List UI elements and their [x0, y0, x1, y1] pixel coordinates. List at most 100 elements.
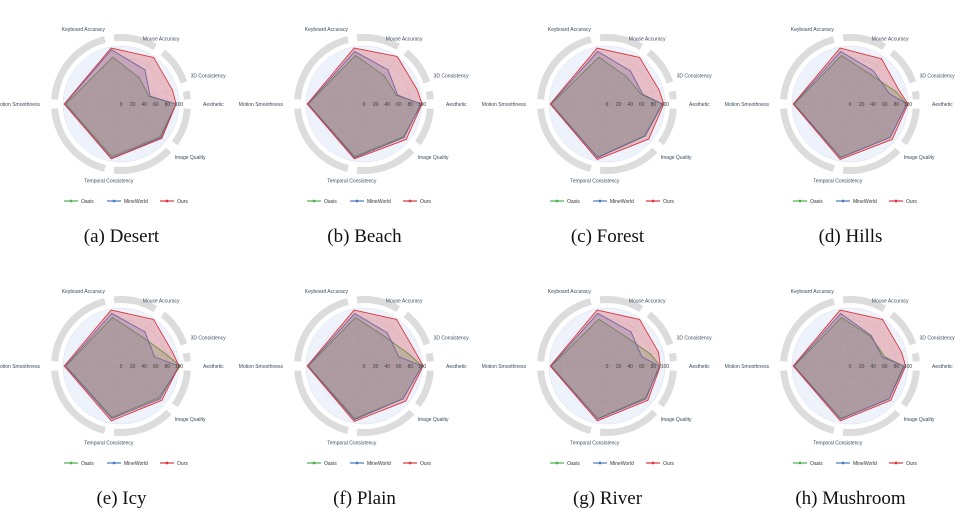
radial-tick-label: 60 [639, 102, 645, 108]
legend-label: MineWorld [124, 461, 148, 467]
legend-marker [112, 199, 116, 203]
legend-label: Ours [663, 461, 674, 467]
axis-spoke [110, 308, 122, 367]
series-area-mineworld [307, 313, 423, 421]
legend-item-mineworld: MineWorld [107, 461, 148, 467]
radial-tick-label: 0 [120, 364, 123, 370]
subfigure-caption: (h) Mushroom [795, 488, 906, 509]
legend-item-ours: Ours [646, 461, 674, 467]
legend-label: Oasis [810, 461, 823, 467]
legend-marker [598, 199, 602, 203]
series-area-ours [549, 309, 661, 422]
axis-label-aesthetic: Aesthetic [932, 364, 953, 370]
ring-segment [294, 108, 349, 172]
axis-label-image-quality: Image Quality [175, 155, 206, 161]
radial-tick-label: 80 [894, 102, 900, 108]
axis-label-image-quality: Image Quality [175, 417, 206, 423]
legend-label: Ours [906, 199, 917, 205]
axis-label-mouse-accuracy: Mouse Accuracy [629, 36, 666, 42]
legend-marker [798, 461, 802, 465]
radial-tick-label: 80 [165, 102, 171, 108]
axis-label-mouse-accuracy: Mouse Accuracy [629, 298, 666, 304]
axis-label-keyboard-accuracy: Keyboard Accuracy [791, 27, 835, 33]
axis-label-temporal-consistency: Temporal Consistency [84, 179, 134, 185]
radial-tick-label: 100 [418, 364, 427, 370]
legend-item-mineworld: MineWorld [836, 461, 877, 467]
legend-label: Ours [420, 199, 431, 205]
axis-label-3d-consistency: 3D Consistency [434, 74, 470, 80]
ring-segment [171, 370, 191, 408]
axis-spoke [839, 365, 851, 424]
legend-marker [841, 461, 845, 465]
axis-spoke [120, 350, 178, 367]
ring-segment [900, 108, 920, 146]
axis-spoke [110, 365, 122, 424]
radial-tick-label: 80 [165, 364, 171, 370]
radial-tick-label: 40 [384, 102, 390, 108]
radial-tick-label: 40 [141, 102, 147, 108]
radial-tick-label: 60 [882, 102, 888, 108]
ring-segment [182, 90, 191, 100]
axis-spoke [839, 46, 851, 105]
legend-item-mineworld: MineWorld [593, 199, 634, 205]
axis-label-temporal-consistency: Temporal Consistency [327, 179, 377, 185]
legend-label: Ours [420, 461, 431, 467]
legend-item-ours: Ours [403, 461, 431, 467]
axis-label-image-quality: Image Quality [418, 155, 449, 161]
legend-label: Oasis [324, 199, 337, 205]
radar-panel-c-forest: 0 20 40 60 80 100 Aesthetic Image Quality Tempor… [482, 0, 729, 262]
axis-spoke [839, 308, 851, 367]
legend-marker [165, 199, 169, 203]
legend-marker [651, 199, 655, 203]
legend-item-ours: Ours [889, 461, 917, 467]
axis-spoke [120, 365, 166, 404]
radial-tick-label: 100 [418, 102, 427, 108]
subfigure-caption: (f) Plain [333, 488, 396, 509]
legend-marker [69, 461, 73, 465]
radial-tick-label: 20 [859, 364, 865, 370]
legend-item-oasis: Oasis [64, 461, 94, 467]
radial-tick-label: 60 [153, 102, 159, 108]
radial-tick-label: 60 [396, 364, 402, 370]
legend-item-ours: Ours [403, 199, 431, 205]
radial-tick-label: 80 [651, 364, 657, 370]
axis-spoke [110, 103, 122, 162]
series-area-ours [63, 309, 180, 422]
radar-panel-f-plain: 0 20 40 60 80 100 Aesthetic Image Quality Tempor… [239, 262, 486, 524]
radial-tick-label: 40 [627, 364, 633, 370]
axis-spoke [606, 350, 664, 367]
axis-spoke [363, 365, 409, 404]
radial-tick-label: 40 [384, 364, 390, 370]
axis-label-3d-consistency: 3D Consistency [677, 336, 713, 342]
series-area-mineworld [64, 49, 177, 159]
radar-panel-h-mushroom: 0 20 40 60 80 100 Aesthetic Image Quality Tempor… [725, 262, 972, 524]
ring-segment [911, 352, 920, 362]
axis-spoke [596, 46, 608, 105]
radial-tick-label: 20 [373, 364, 379, 370]
radial-tick-label: 80 [894, 364, 900, 370]
radial-tick-label: 20 [616, 364, 622, 370]
legend-marker [165, 461, 169, 465]
legend-item-mineworld: MineWorld [107, 199, 148, 205]
axis-spoke [606, 88, 664, 105]
series-area-oasis [550, 56, 663, 158]
axis-spoke [110, 46, 122, 105]
ring-segment [294, 36, 349, 100]
ring-segment [657, 370, 677, 408]
subfigure-caption: (a) Desert [83, 226, 160, 247]
axis-label-mouse-accuracy: Mouse Accuracy [386, 298, 423, 304]
ring-segment [294, 298, 349, 362]
axis-spoke [363, 103, 409, 142]
series-area-oasis [65, 316, 181, 418]
legend-marker [555, 461, 559, 465]
axis-spoke [363, 350, 421, 367]
ring-segment [646, 311, 674, 346]
radial-tick-label: 60 [396, 102, 402, 108]
axis-spoke [596, 308, 608, 367]
radial-tick-label: 20 [130, 102, 136, 108]
axis-label-3d-consistency: 3D Consistency [191, 74, 227, 80]
legend-item-ours: Ours [160, 199, 188, 205]
radar-panel-b-beach: 0 20 40 60 80 100 Aesthetic Image Quality Tempor… [239, 0, 486, 262]
axis-spoke [849, 56, 884, 105]
ring-segment [356, 147, 415, 175]
